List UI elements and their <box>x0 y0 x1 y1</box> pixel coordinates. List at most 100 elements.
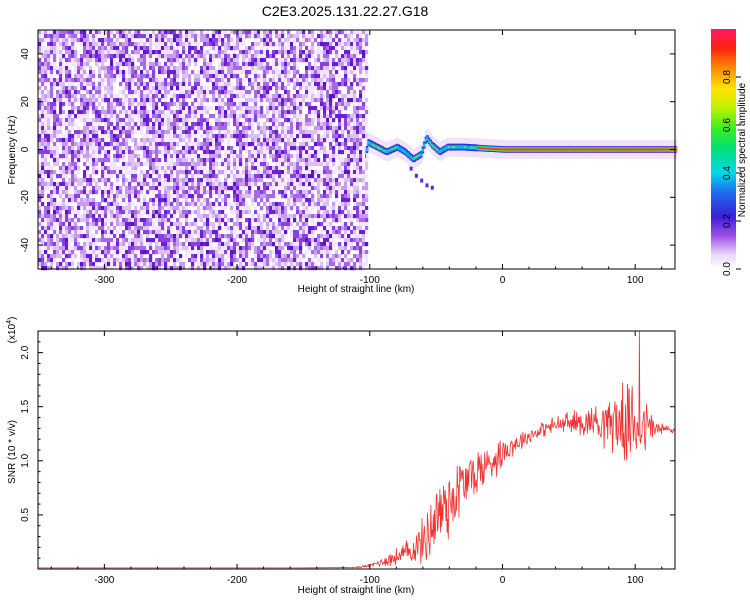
noise-cell <box>242 166 246 171</box>
noise-cell <box>83 130 87 135</box>
noise-cell <box>68 146 72 151</box>
noise-cell <box>173 190 177 195</box>
noise-cell <box>47 50 51 55</box>
noise-cell <box>293 138 297 143</box>
noise-cell <box>176 198 180 203</box>
noise-cell <box>41 66 45 71</box>
noise-cell <box>305 86 309 91</box>
noise-cell <box>221 42 225 47</box>
noise-cell <box>251 214 255 219</box>
noise-cell <box>185 222 189 227</box>
noise-cell <box>317 186 321 191</box>
noise-cell <box>224 214 228 219</box>
noise-cell <box>107 38 111 43</box>
noise-cell <box>89 234 93 239</box>
noise-cell <box>110 254 114 259</box>
noise-cell <box>137 214 141 219</box>
noise-cell <box>293 190 297 195</box>
noise-cell <box>287 186 291 191</box>
noise-cell <box>131 62 135 67</box>
noise-cell <box>230 58 234 63</box>
noise-cell <box>275 170 279 175</box>
noise-cell <box>209 78 213 83</box>
noise-cell <box>299 142 303 147</box>
noise-cell <box>137 226 141 231</box>
noise-cell <box>200 258 204 263</box>
noise-cell <box>152 90 156 95</box>
noise-cell <box>188 150 192 155</box>
noise-cell <box>134 262 138 267</box>
noise-cell <box>197 142 201 147</box>
noise-cell <box>200 94 204 99</box>
noise-cell <box>92 178 96 183</box>
noise-cell <box>170 86 174 91</box>
noise-cell <box>185 150 189 155</box>
noise-cell <box>185 42 189 47</box>
noise-cell <box>110 50 114 55</box>
noise-cell <box>335 226 339 231</box>
noise-cell <box>284 102 288 107</box>
noise-cell <box>311 218 315 223</box>
noise-cell <box>233 134 237 139</box>
noise-cell <box>131 102 135 107</box>
noise-cell <box>77 82 81 87</box>
noise-cell <box>44 174 48 179</box>
noise-cell <box>215 98 219 103</box>
noise-cell <box>164 218 168 223</box>
noise-cell <box>44 162 48 167</box>
noise-cell <box>275 138 279 143</box>
noise-cell <box>110 86 114 91</box>
noise-cell <box>356 178 360 183</box>
noise-cell <box>110 242 114 247</box>
noise-cell <box>80 254 84 259</box>
noise-cell <box>338 66 342 71</box>
noise-cell <box>128 114 132 119</box>
noise-cell <box>101 162 105 167</box>
noise-cell <box>353 230 357 235</box>
noise-cell <box>197 162 201 167</box>
noise-cell <box>173 142 177 147</box>
noise-cell <box>329 170 333 175</box>
noise-cell <box>350 82 354 87</box>
noise-cell <box>134 250 138 255</box>
noise-cell <box>341 262 345 267</box>
noise-cell <box>155 246 159 251</box>
noise-cell <box>62 46 66 51</box>
noise-cell <box>74 114 78 119</box>
noise-cell <box>254 54 258 59</box>
noise-cell <box>143 94 147 99</box>
noise-cell <box>212 238 216 243</box>
noise-cell <box>320 170 324 175</box>
noise-cell <box>188 226 192 231</box>
noise-cell <box>263 86 267 91</box>
noise-cell <box>200 230 204 235</box>
noise-cell <box>68 70 72 75</box>
noise-cell <box>317 118 321 123</box>
noise-cell <box>236 166 240 171</box>
noise-cell <box>173 238 177 243</box>
noise-cell <box>182 246 186 251</box>
noise-cell <box>317 198 321 203</box>
noise-cell <box>158 146 162 151</box>
noise-cell <box>179 158 183 163</box>
noise-cell <box>239 222 243 227</box>
noise-cell <box>284 214 288 219</box>
noise-cell <box>230 38 234 43</box>
noise-cell <box>209 166 213 171</box>
noise-cell <box>269 138 273 143</box>
noise-cell <box>338 230 342 235</box>
noise-cell <box>62 118 66 123</box>
noise-cell <box>353 62 357 67</box>
noise-cell <box>143 194 147 199</box>
noise-cell <box>215 218 219 223</box>
noise-cell <box>152 118 156 123</box>
noise-cell <box>326 102 330 107</box>
noise-cell <box>95 138 99 143</box>
noise-cell <box>92 266 96 271</box>
noise-cell <box>248 222 252 227</box>
noise-cell <box>278 234 282 239</box>
noise-cell <box>188 62 192 67</box>
noise-cell <box>188 82 192 87</box>
noise-cell <box>131 50 135 55</box>
noise-cell <box>140 130 144 135</box>
